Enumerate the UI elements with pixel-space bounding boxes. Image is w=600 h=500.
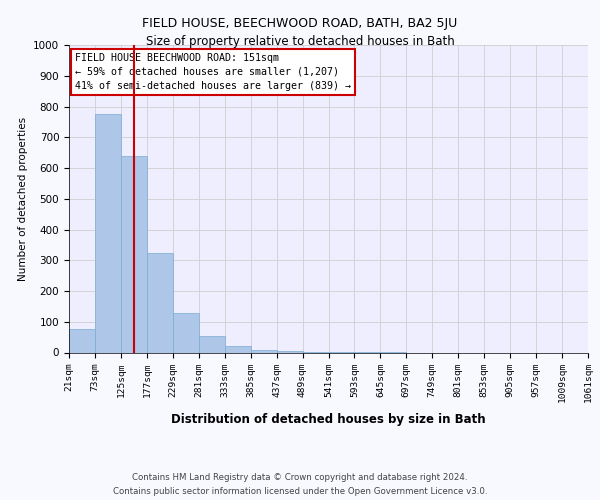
Bar <box>147 252 173 352</box>
Text: FIELD HOUSE BEECHWOOD ROAD: 151sqm
← 59% of detached houses are smaller (1,207)
: FIELD HOUSE BEECHWOOD ROAD: 151sqm ← 59%… <box>75 52 351 90</box>
Bar <box>173 312 199 352</box>
Text: Contains HM Land Registry data © Crown copyright and database right 2024.: Contains HM Land Registry data © Crown c… <box>132 472 468 482</box>
Y-axis label: Number of detached properties: Number of detached properties <box>17 116 28 281</box>
Text: Distribution of detached houses by size in Bath: Distribution of detached houses by size … <box>172 412 486 426</box>
Bar <box>69 330 95 352</box>
Text: Size of property relative to detached houses in Bath: Size of property relative to detached ho… <box>146 35 454 48</box>
Text: Contains public sector information licensed under the Open Government Licence v3: Contains public sector information licen… <box>113 488 487 496</box>
Bar <box>121 156 147 352</box>
Bar <box>199 336 224 352</box>
Bar <box>224 346 251 352</box>
Bar <box>251 350 277 352</box>
Text: FIELD HOUSE, BEECHWOOD ROAD, BATH, BA2 5JU: FIELD HOUSE, BEECHWOOD ROAD, BATH, BA2 5… <box>142 18 458 30</box>
Bar <box>95 114 121 352</box>
